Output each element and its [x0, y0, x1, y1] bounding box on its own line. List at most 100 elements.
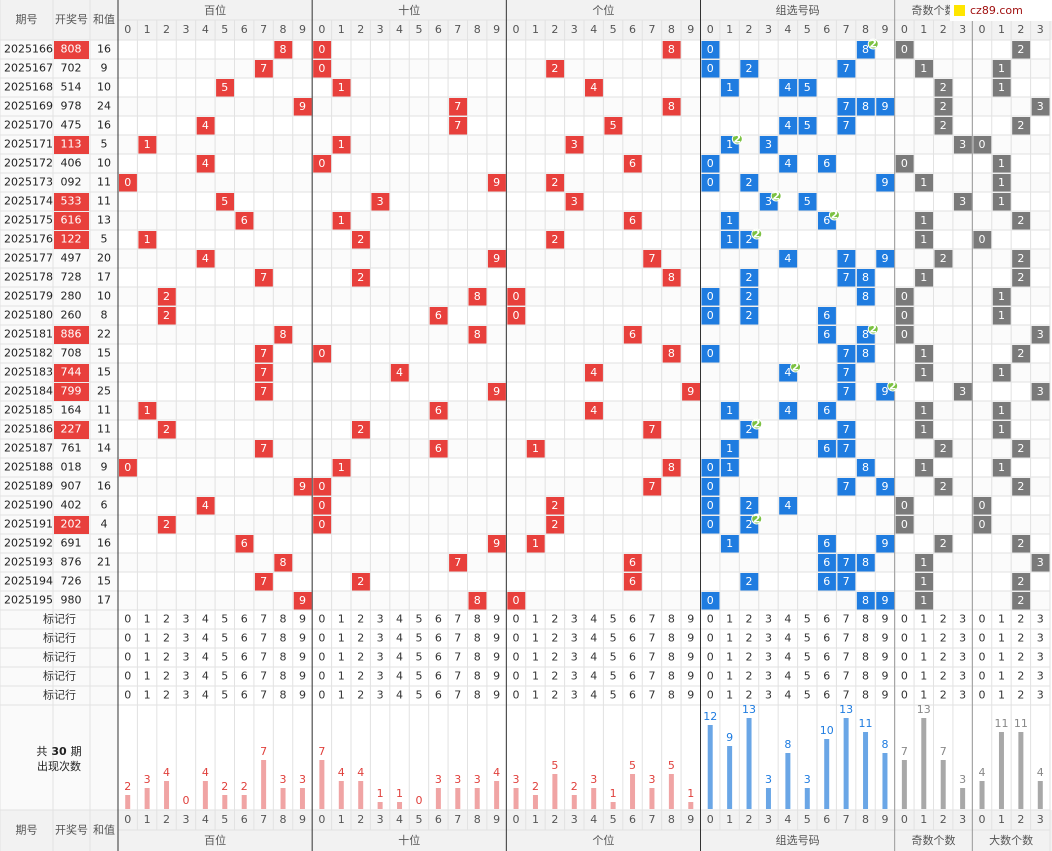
- digit-header: 9: [299, 813, 306, 826]
- hit-cell: [643, 478, 662, 496]
- hit-cell: [798, 117, 817, 135]
- draw-number: 402: [61, 499, 82, 512]
- count-label: 0: [182, 794, 189, 807]
- hit-cell: [1012, 573, 1031, 591]
- marker-digit: 4: [202, 613, 209, 626]
- count-label: 4: [493, 766, 500, 779]
- hit-cell: [915, 573, 933, 591]
- count-bar: [532, 795, 538, 809]
- marker-digit: 7: [260, 651, 267, 664]
- marker-digit: 2: [163, 613, 170, 626]
- count-label: 4: [338, 766, 345, 779]
- hit-digit: 1: [920, 366, 927, 379]
- repeat-count: 2: [792, 361, 800, 374]
- hit-digit: 6: [823, 157, 830, 170]
- digit-header: 9: [881, 813, 888, 826]
- hit-cell: [196, 497, 215, 515]
- count-label: 3: [765, 773, 772, 786]
- hit-digit: 1: [338, 81, 345, 94]
- hit-digit: 2: [551, 62, 558, 75]
- hit-digit: 7: [260, 62, 267, 75]
- marker-digit: 0: [979, 670, 986, 683]
- hit-cell: [915, 345, 933, 363]
- marker-digit: 1: [726, 689, 733, 702]
- marker-digit: 4: [202, 632, 209, 645]
- hit-digit: 1: [920, 575, 927, 588]
- hit-digit: 8: [862, 556, 869, 569]
- digit-header: 4: [396, 813, 403, 826]
- marker-digit: 1: [726, 651, 733, 664]
- count-label: 3: [299, 773, 306, 786]
- sum: 10: [97, 157, 111, 170]
- marker-digit: 3: [1037, 651, 1044, 664]
- hit-digit: 3: [1037, 385, 1044, 398]
- marker-digit: 8: [474, 689, 481, 702]
- marker-digit: 3: [1037, 613, 1044, 626]
- digit-header: 1: [726, 23, 733, 36]
- hit-cell: [662, 459, 681, 477]
- hit-cell: [390, 364, 409, 382]
- hit-cell: [720, 459, 739, 477]
- marker-digit: 0: [707, 632, 714, 645]
- digit-header: 8: [862, 813, 869, 826]
- digit-header: 0: [318, 813, 325, 826]
- repeat-badge: [867, 38, 879, 50]
- marker-digit: 5: [415, 670, 422, 683]
- hit-cell: [818, 535, 836, 553]
- hit-cell: [934, 440, 953, 458]
- hit-digit: 4: [784, 119, 791, 132]
- hit-digit: 6: [241, 214, 248, 227]
- marker-digit: 6: [823, 613, 830, 626]
- marker-digit: 0: [124, 632, 131, 645]
- hit-cell: [585, 79, 603, 97]
- marker-digit: 0: [124, 670, 131, 683]
- hit-cell: [915, 212, 933, 230]
- hit-digit: 7: [843, 442, 850, 455]
- count-label: 13: [839, 703, 853, 716]
- hit-digit: 8: [862, 594, 869, 607]
- count-label: 3: [513, 773, 520, 786]
- marker-digit: 6: [435, 632, 442, 645]
- hit-digit: 0: [124, 461, 131, 474]
- hit-cell: [740, 269, 759, 287]
- count-label: 1: [396, 787, 403, 800]
- sum: 15: [97, 366, 111, 379]
- digit-header: 6: [823, 23, 830, 36]
- marker-digit: 5: [804, 670, 811, 683]
- hit-digit: 8: [668, 271, 675, 284]
- marker-digit: 0: [513, 670, 520, 683]
- issue: 2025173: [4, 176, 53, 189]
- marker-digit: 3: [1037, 670, 1044, 683]
- marker-digit: 1: [338, 670, 345, 683]
- hit-cell: [585, 364, 603, 382]
- repeat-count: 2: [772, 190, 780, 203]
- marker-digit: 2: [551, 670, 558, 683]
- count-label: 2: [124, 780, 131, 793]
- hit-cell: [157, 516, 176, 534]
- count-label: 10: [820, 724, 834, 737]
- hit-cell: [876, 478, 895, 496]
- marker-digit: 5: [221, 613, 228, 626]
- hit-digit: 2: [357, 423, 364, 436]
- hit-digit: 1: [998, 423, 1005, 436]
- count-bar: [630, 774, 636, 809]
- digit-header: 8: [280, 23, 287, 36]
- digit-header: 6: [435, 813, 442, 826]
- draw-number: 497: [61, 252, 82, 265]
- count-label: 7: [940, 745, 947, 758]
- hit-cell: [856, 269, 875, 287]
- hit-cell: [856, 98, 875, 116]
- draw-number: 978: [61, 100, 82, 113]
- draw-number: 808: [61, 43, 82, 56]
- hit-digit: 2: [163, 309, 170, 322]
- hit-cell: [313, 516, 332, 534]
- marker-digit: 8: [668, 689, 675, 702]
- hit-digit: 1: [998, 366, 1005, 379]
- hit-cell: [934, 478, 953, 496]
- hit-cell: [119, 174, 137, 192]
- digit-header: 0: [318, 23, 325, 36]
- hit-digit: 6: [435, 404, 442, 417]
- hit-cell: [546, 497, 565, 515]
- hit-digit: 2: [163, 518, 170, 531]
- marker-digit: 0: [318, 670, 325, 683]
